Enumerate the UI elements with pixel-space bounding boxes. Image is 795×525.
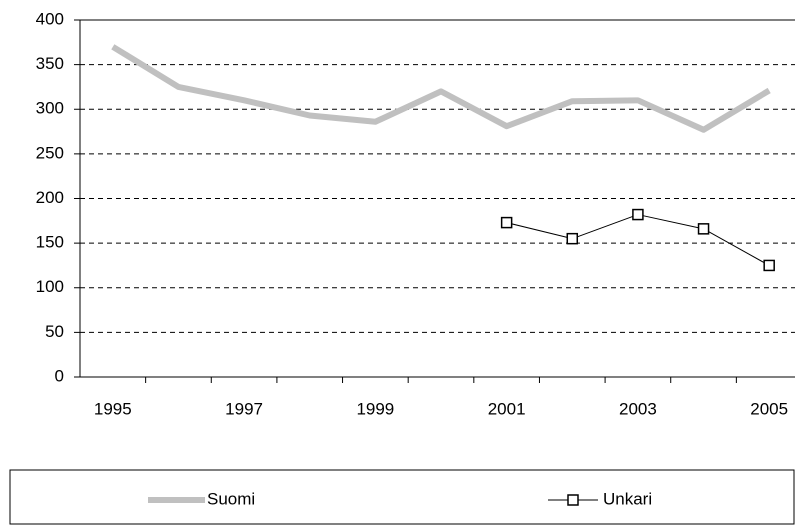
x-tick-label: 2003 <box>619 399 657 418</box>
legend-box <box>9 469 795 525</box>
y-tick-label: 100 <box>36 277 64 296</box>
series-line <box>111 44 771 133</box>
y-tick-label: 150 <box>36 233 64 252</box>
legend-label: Unkari <box>603 489 652 508</box>
legend-label: Suomi <box>207 489 255 508</box>
marker <box>697 223 710 235</box>
x-tick-label: 1999 <box>356 399 394 418</box>
x-tick-label: 2001 <box>488 399 526 418</box>
marker <box>632 208 644 221</box>
y-tick-label: 350 <box>36 54 64 73</box>
y-tick-label: 200 <box>36 188 64 207</box>
y-tick-label: 50 <box>45 322 64 341</box>
legend-marker <box>567 494 579 506</box>
x-tick-label: 1997 <box>225 399 263 418</box>
marker <box>763 259 775 272</box>
x-tick-label: 2005 <box>750 399 788 418</box>
marker <box>566 232 579 245</box>
y-tick-label: 0 <box>55 366 64 385</box>
x-tick-label: 1995 <box>94 399 132 418</box>
y-tick-label: 300 <box>36 99 64 118</box>
series-line <box>506 214 770 266</box>
y-tick-label: 400 <box>36 9 64 28</box>
y-tick-label: 250 <box>36 143 64 162</box>
marker <box>500 216 513 229</box>
